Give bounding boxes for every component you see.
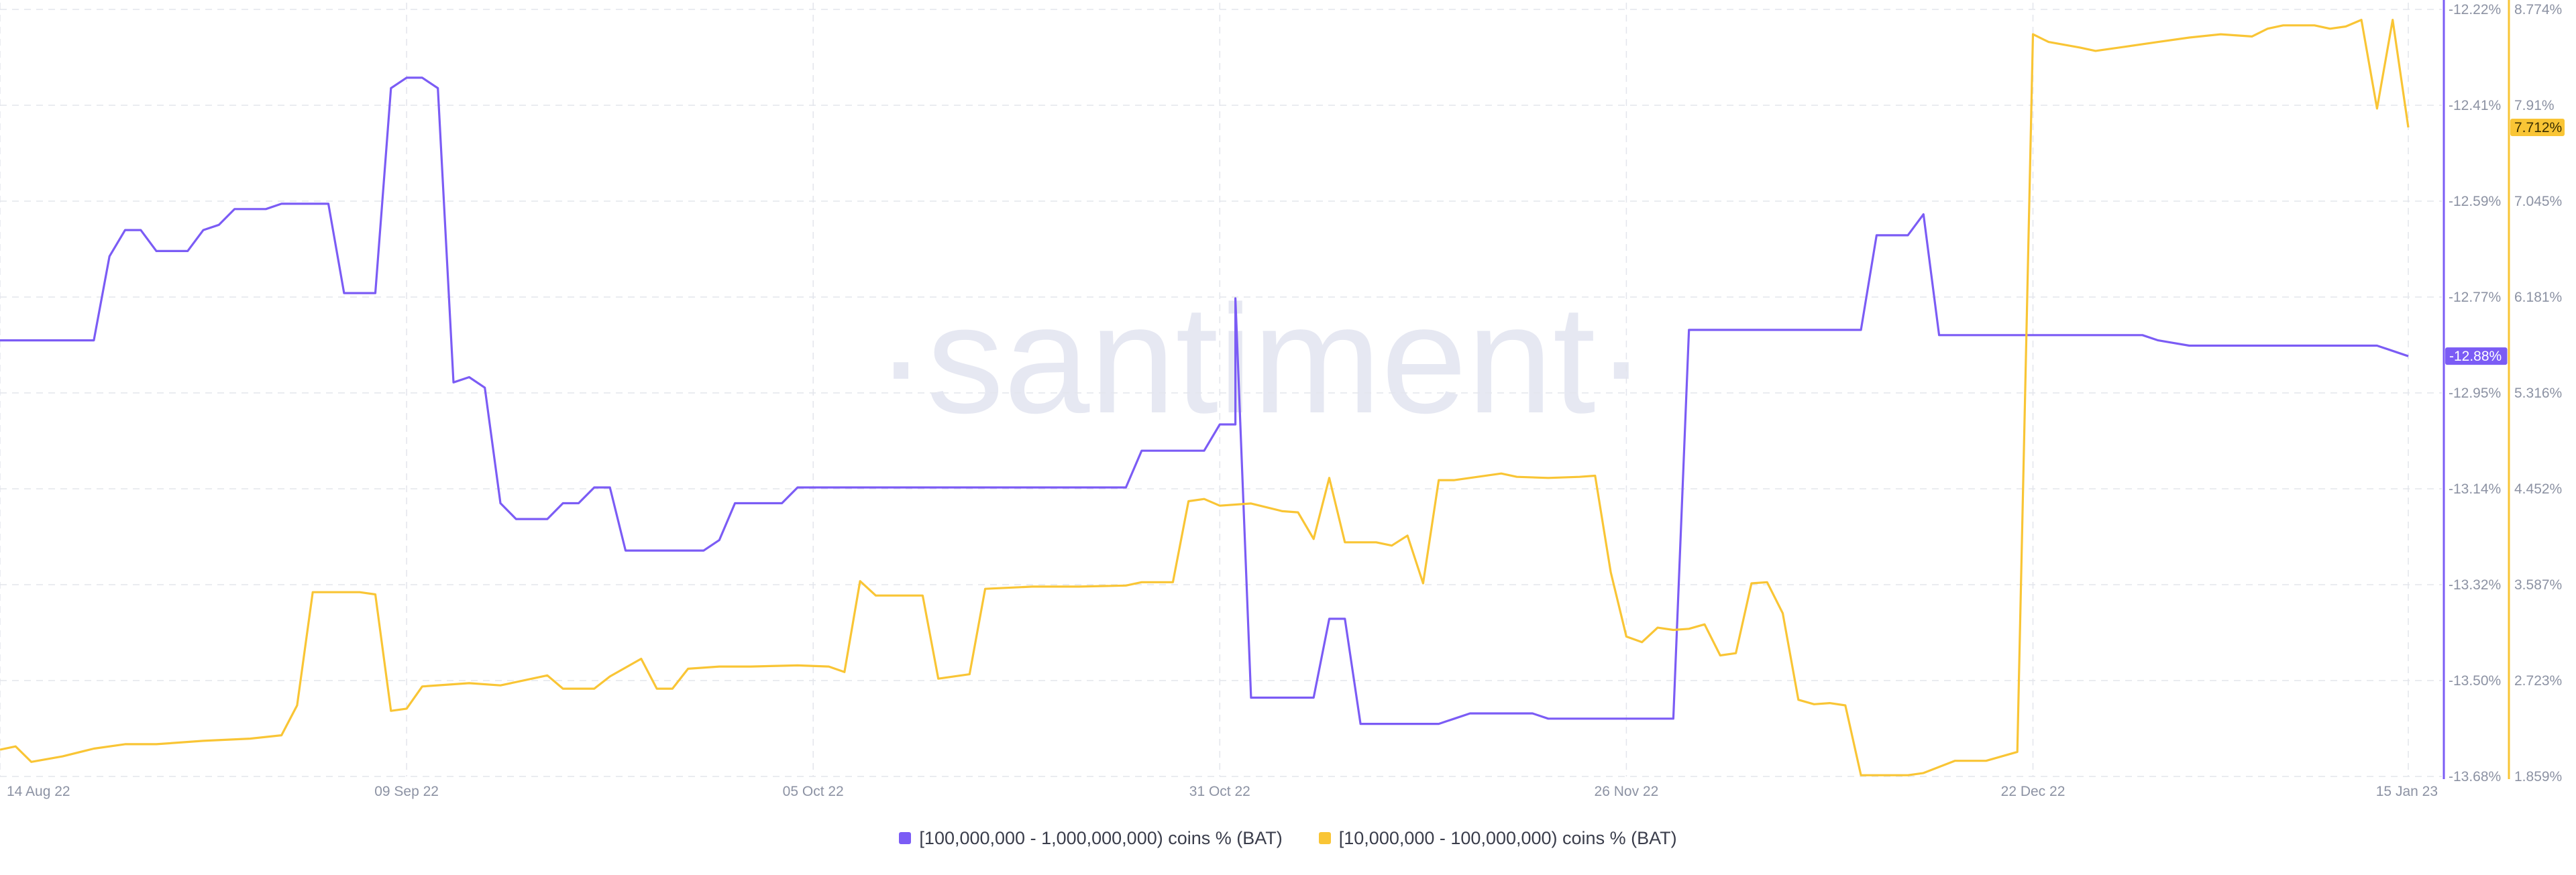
y-left-tick-label: -13.32% xyxy=(2449,577,2501,593)
series-line-10m-100m xyxy=(0,19,2410,776)
legend-item-series-2[interactable]: [10,000,000 - 100,000,000) coins % (BAT) xyxy=(1318,827,1677,849)
x-tick-label: 05 Oct 22 xyxy=(783,784,844,799)
x-tick-label: 26 Nov 22 xyxy=(1595,784,1659,799)
y-right-tick-label: 3.587% xyxy=(2514,577,2562,593)
x-tick-label: 09 Sep 22 xyxy=(374,784,439,799)
legend-swatch-yellow xyxy=(1318,832,1331,844)
y-left-tick-label: -13.50% xyxy=(2449,673,2501,689)
series-line-100m-1b xyxy=(0,76,2409,725)
y-right-tick-label: 7.91% xyxy=(2514,98,2555,113)
legend-label-series-1: [100,000,000 - 1,000,000,000) coins % (B… xyxy=(919,827,1283,848)
y-left-tick-label: -12.22% xyxy=(2449,2,2501,17)
current-value-labels: -12.88% 7.712% xyxy=(2445,119,2565,365)
x-tick-label: 14 Aug 22 xyxy=(7,784,70,799)
y-left-tick-label: -12.41% xyxy=(2449,98,2501,113)
current-value-right: 7.712% xyxy=(2514,120,2562,135)
y-right-tick-label: 7.045% xyxy=(2514,194,2562,209)
y-right-tick-label: 2.723% xyxy=(2514,673,2562,689)
y-right-tick-label: 8.774% xyxy=(2514,2,2562,17)
y-right-tick-label: 5.316% xyxy=(2514,386,2562,401)
y-right-tick-label: 6.181% xyxy=(2514,290,2562,305)
y-left-tick-label: -12.59% xyxy=(2449,194,2501,209)
current-value-left-bg xyxy=(2445,347,2508,365)
y-right-tick-label: 1.859% xyxy=(2514,769,2562,784)
y-left-tick-label: -12.77% xyxy=(2449,290,2501,305)
x-tick-label: 22 Dec 22 xyxy=(2001,784,2065,799)
x-tick-label: 15 Jan 23 xyxy=(2376,784,2438,799)
series-lines xyxy=(0,19,2410,776)
y-right-tick-label: 4.452% xyxy=(2514,481,2562,497)
current-value-left: -12.88% xyxy=(2449,349,2502,364)
santiment-watermark: ·santiment· xyxy=(875,273,1647,445)
current-value-right-bg xyxy=(2510,119,2565,137)
legend-item-series-1[interactable]: [100,000,000 - 1,000,000,000) coins % (B… xyxy=(899,827,1283,849)
axes: -12.22% 8.774%-12.41% 7.91%-12.59% 7.045%-1… xyxy=(7,0,2562,799)
x-tick-label: 31 Oct 22 xyxy=(1189,784,1250,799)
y-left-tick-label: -13.14% xyxy=(2449,481,2501,497)
legend: [100,000,000 - 1,000,000,000) coins % (B… xyxy=(0,823,2576,853)
legend-swatch-purple xyxy=(899,832,912,844)
legend-label-series-2: [10,000,000 - 100,000,000) coins % (BAT) xyxy=(1338,827,1677,848)
y-left-tick-label: -12.95% xyxy=(2449,386,2501,401)
y-left-tick-label: -13.68% xyxy=(2449,769,2501,784)
grid xyxy=(0,3,2442,777)
